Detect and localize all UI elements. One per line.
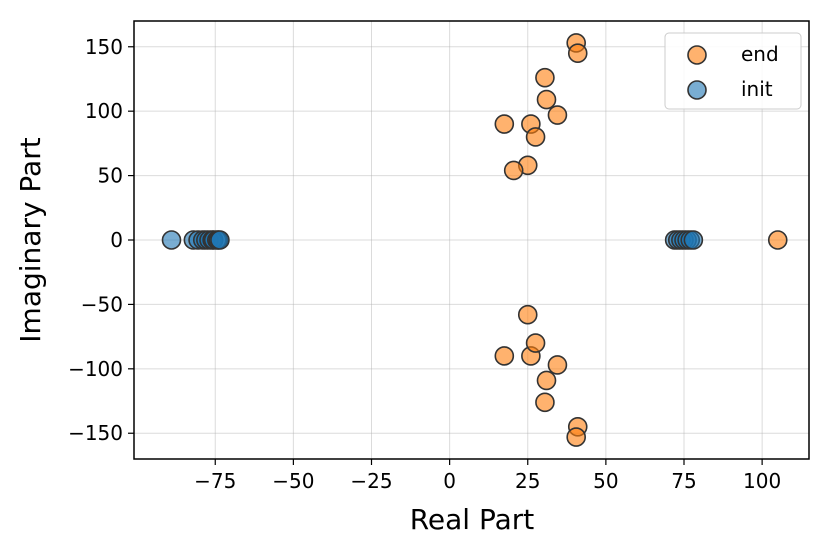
point-end [494, 114, 515, 134]
point-init [161, 230, 182, 250]
point-end [517, 304, 538, 325]
point-end [566, 427, 586, 447]
point-end [535, 67, 555, 88]
y-tick-label: −150 [68, 421, 123, 445]
point-end [767, 230, 788, 250]
x-tick-label: −25 [350, 469, 392, 493]
x-tick-label: 0 [443, 469, 456, 493]
point-end [525, 127, 546, 147]
y-tick-label: 0 [110, 228, 123, 252]
axis-ticks: −75 −50 −25 0 25 50 75 100 −150 −100 −50 0 50 100 150 [68, 35, 781, 493]
x-tick-label: −75 [194, 469, 236, 493]
y-tick-label: 50 [98, 164, 123, 188]
point-end [494, 346, 515, 366]
legend-box [664, 32, 802, 110]
y-tick-label: −100 [68, 357, 123, 381]
series-init [161, 230, 704, 250]
point-init [683, 230, 704, 250]
point-end [547, 355, 568, 375]
series-end [494, 33, 788, 447]
point-end [536, 89, 557, 110]
y-tick-label: 150 [85, 35, 123, 59]
point-end [535, 392, 555, 413]
x-tick-label: 50 [593, 469, 618, 493]
y-axis-label: Imaginary Part [14, 137, 47, 342]
legend-label-end: end [741, 42, 779, 66]
point-end [503, 160, 524, 181]
x-tick-label: 25 [515, 469, 540, 493]
point-init [210, 230, 230, 250]
legend-label-init: init [741, 77, 773, 101]
x-axis-label: Real Part [410, 503, 535, 536]
x-tick-label: −50 [272, 469, 314, 493]
legend-marker-end [687, 45, 707, 65]
point-end [525, 333, 546, 353]
plot-points [161, 33, 788, 447]
x-tick-label: 75 [671, 469, 696, 493]
y-tick-label: 100 [85, 99, 123, 123]
point-end [536, 370, 557, 391]
point-end [567, 43, 588, 64]
legend-marker-init [687, 80, 707, 100]
y-tick-label: −50 [81, 292, 123, 316]
x-tick-label: 100 [743, 469, 781, 493]
grid-lines [134, 21, 809, 459]
legend: end init [664, 32, 802, 110]
point-end [547, 105, 568, 125]
